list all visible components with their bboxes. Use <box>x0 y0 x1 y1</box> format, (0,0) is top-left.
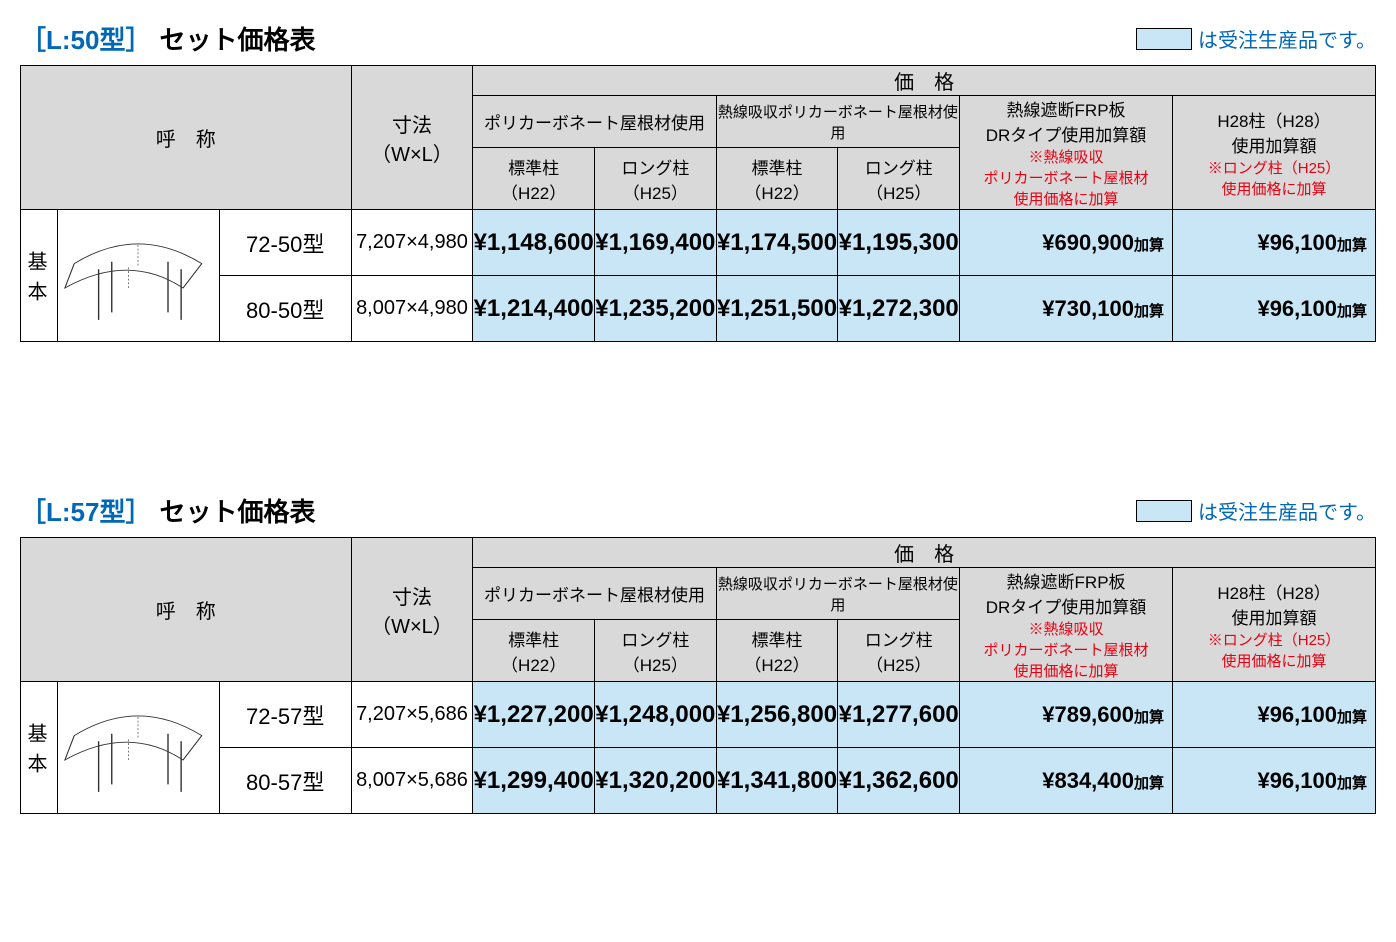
hdr-frp-2: DRタイプ使用加算額 <box>986 126 1147 145</box>
basic-label: 基本 <box>21 210 58 342</box>
hdr-frp: 熱線遮断FRP板 DRタイプ使用加算額 ※熱線吸収 ポリカーボネート屋根材 使用… <box>960 96 1173 210</box>
table-row: 基本 72-50型 7,207×4,980 ¥1,148,600 ¥1,169,… <box>21 210 1376 276</box>
hdr-frp: 熱線遮断FRP板 DRタイプ使用加算額 ※熱線吸収 ポリカーボネート屋根材 使用… <box>960 568 1173 682</box>
price-std-heat: ¥1,256,800 <box>716 682 838 748</box>
price-std-poly: ¥1,299,400 <box>473 748 595 814</box>
price-long-poly: ¥1,235,200 <box>594 276 716 342</box>
price-long-poly: ¥1,169,400 <box>594 210 716 276</box>
hdr-frp-n3: 使用価格に加算 <box>960 188 1172 209</box>
hdr-price: 価 格 <box>473 538 1376 568</box>
model: 80-57型 <box>219 748 351 814</box>
hdr-std2: 標準柱（H22） <box>716 148 838 210</box>
carport-icon <box>63 686 213 804</box>
hdr-long2: ロング柱（H25） <box>838 620 960 682</box>
price-frp: ¥834,400加算 <box>960 748 1173 814</box>
table-row: 基本 72-57型 7,207×5,686 ¥1,227,200 ¥1,248,… <box>21 682 1376 748</box>
price-table-l50: 呼 称 寸法 （W×L） 価 格 ポリカーボネート屋根材使用 熱線吸収ポリカーボ… <box>20 65 1376 342</box>
dim: 8,007×4,980 <box>351 276 473 342</box>
hdr-frp-n1: ※熱線吸収 <box>960 146 1172 167</box>
title-blue: ［L:57型］ <box>20 492 151 529</box>
hdr-size: 寸法 （W×L） <box>351 538 473 682</box>
hdr-std1: 標準柱（H22） <box>473 148 595 210</box>
price-frp: ¥690,900加算 <box>960 210 1173 276</box>
dim: 7,207×5,686 <box>351 682 473 748</box>
price-frp: ¥789,600加算 <box>960 682 1173 748</box>
model: 80-50型 <box>219 276 351 342</box>
price-frp: ¥730,100加算 <box>960 276 1173 342</box>
price-std-heat: ¥1,174,500 <box>716 210 838 276</box>
hdr-std2: 標準柱（H22） <box>716 620 838 682</box>
hdr-h28-b: 使用加算額 <box>1232 137 1317 156</box>
price-h28: ¥96,100加算 <box>1173 210 1376 276</box>
hdr-size-main: 寸法 <box>392 115 432 137</box>
title-black: セット価格表 <box>159 492 315 529</box>
price-h28: ¥96,100加算 <box>1173 748 1376 814</box>
table-row: 80-57型 8,007×5,686 ¥1,299,400 ¥1,320,200… <box>21 748 1376 814</box>
header-row: ［L:57型］ セット価格表 は受注生産品です。 <box>20 492 1376 529</box>
hdr-long1: ロング柱（H25） <box>594 620 716 682</box>
diagram-cell <box>57 682 219 814</box>
price-std-heat: ¥1,251,500 <box>716 276 838 342</box>
legend-text: は受注生産品です。 <box>1198 24 1376 53</box>
hdr-h28: H28柱（H28） 使用加算額 ※ロング柱（H25） 使用価格に加算 <box>1173 96 1376 210</box>
legend-swatch <box>1136 28 1192 50</box>
price-long-poly: ¥1,320,200 <box>594 748 716 814</box>
price-table-l57: 呼 称 寸法 （W×L） 価 格 ポリカーボネート屋根材使用 熱線吸収ポリカーボ… <box>20 537 1376 814</box>
section-l57: ［L:57型］ セット価格表 は受注生産品です。 呼 称 寸法 （W×L） 価 … <box>20 492 1376 814</box>
model: 72-50型 <box>219 210 351 276</box>
hdr-name: 呼 称 <box>21 538 352 682</box>
price-long-poly: ¥1,248,000 <box>594 682 716 748</box>
title-blue: ［L:50型］ <box>20 20 151 57</box>
hdr-poly: ポリカーボネート屋根材使用 <box>473 96 716 148</box>
hdr-long1: ロング柱（H25） <box>594 148 716 210</box>
hdr-heatpoly: 熱線吸収ポリカーボネート屋根材使用 <box>716 568 959 620</box>
price-h28: ¥96,100加算 <box>1173 682 1376 748</box>
table-row: 80-50型 8,007×4,980 ¥1,214,400 ¥1,235,200… <box>21 276 1376 342</box>
header-row: ［L:50型］ セット価格表 は受注生産品です。 <box>20 20 1376 57</box>
hdr-h28: H28柱（H28） 使用加算額 ※ロング柱（H25） 使用価格に加算 <box>1173 568 1376 682</box>
legend-swatch <box>1136 500 1192 522</box>
hdr-std1: 標準柱（H22） <box>473 620 595 682</box>
section-l50: ［L:50型］ セット価格表 は受注生産品です。 呼 称 寸法 （W×L） 価 … <box>20 20 1376 342</box>
price-std-poly: ¥1,214,400 <box>473 276 595 342</box>
legend: は受注生産品です。 <box>1136 24 1376 53</box>
dim: 7,207×4,980 <box>351 210 473 276</box>
hdr-long2: ロング柱（H25） <box>838 148 960 210</box>
price-std-poly: ¥1,148,600 <box>473 210 595 276</box>
hdr-h28-n1: ※ロング柱（H25） <box>1173 157 1375 178</box>
price-long-heat: ¥1,277,600 <box>838 682 960 748</box>
price-std-heat: ¥1,341,800 <box>716 748 838 814</box>
price-long-heat: ¥1,272,300 <box>838 276 960 342</box>
hdr-heatpoly: 熱線吸収ポリカーボネート屋根材使用 <box>716 96 959 148</box>
title-black: セット価格表 <box>159 20 315 57</box>
legend-text: は受注生産品です。 <box>1198 496 1376 525</box>
hdr-frp-1: 熱線遮断FRP板 <box>1007 101 1126 120</box>
hdr-name: 呼 称 <box>21 66 352 210</box>
price-h28: ¥96,100加算 <box>1173 276 1376 342</box>
title-group: ［L:50型］ セット価格表 <box>20 20 315 57</box>
hdr-price: 価 格 <box>473 66 1376 96</box>
hdr-size-sub: （W×L） <box>371 144 453 166</box>
hdr-h28-a: H28柱（H28） <box>1217 112 1330 131</box>
basic-label: 基本 <box>21 682 58 814</box>
diagram-cell <box>57 210 219 342</box>
title-group: ［L:57型］ セット価格表 <box>20 492 315 529</box>
price-std-poly: ¥1,227,200 <box>473 682 595 748</box>
carport-icon <box>63 214 213 332</box>
price-long-heat: ¥1,195,300 <box>838 210 960 276</box>
hdr-size: 寸法 （W×L） <box>351 66 473 210</box>
hdr-h28-n2: 使用価格に加算 <box>1173 178 1375 199</box>
hdr-poly: ポリカーボネート屋根材使用 <box>473 568 716 620</box>
price-long-heat: ¥1,362,600 <box>838 748 960 814</box>
model: 72-57型 <box>219 682 351 748</box>
legend: は受注生産品です。 <box>1136 496 1376 525</box>
hdr-frp-n2: ポリカーボネート屋根材 <box>960 167 1172 188</box>
dim: 8,007×5,686 <box>351 748 473 814</box>
